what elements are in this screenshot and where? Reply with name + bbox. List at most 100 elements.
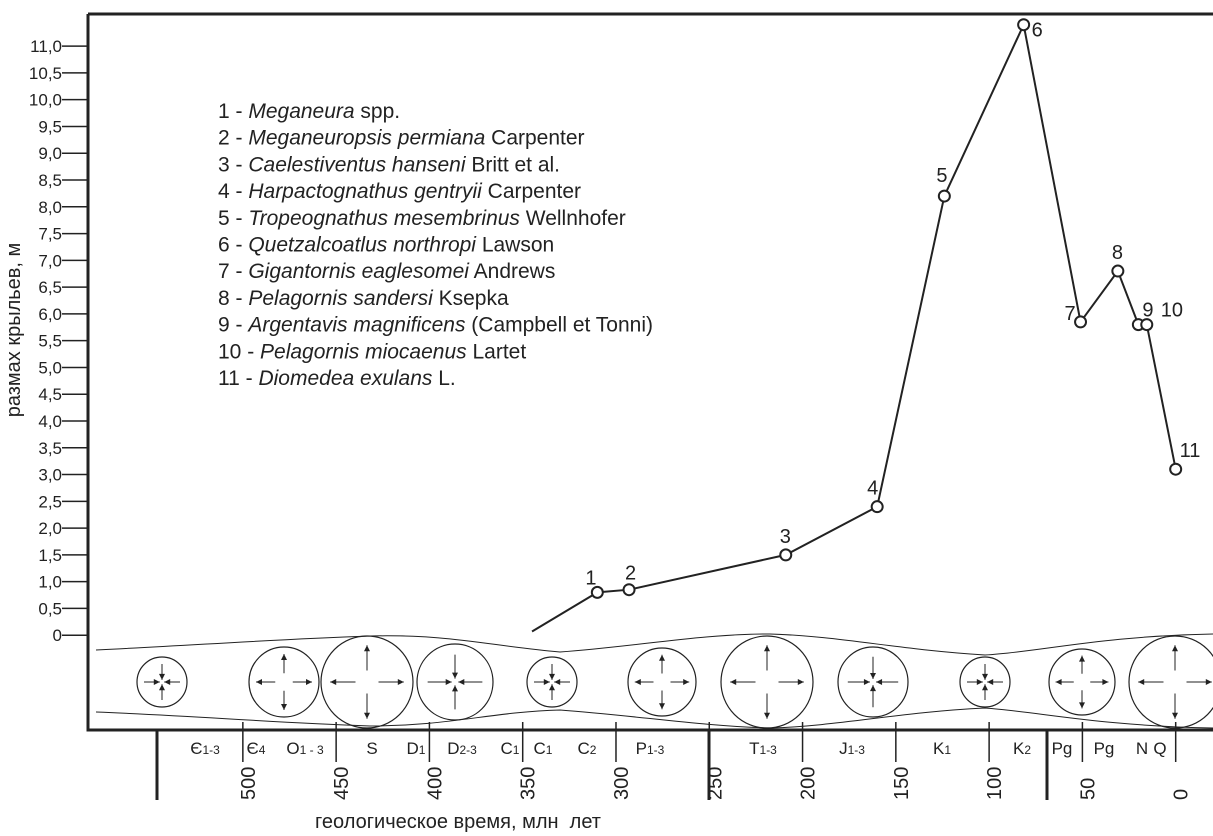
plate-arrowhead [159,674,165,680]
point-label: 8 [1112,242,1123,264]
plate-arrowhead [306,679,312,685]
period-base: C [578,739,590,758]
plate-arrowhead [659,655,665,661]
period-label: K2 [1013,739,1031,758]
point-label: 6 [1032,20,1043,42]
legend-number: 4 - [218,180,248,203]
plate-arrowhead [635,679,641,685]
period-sub: 1 [513,743,520,757]
plate-arrowhead [281,654,287,660]
x-tick-label: 0 [1171,789,1193,800]
plate-arrowhead [364,713,370,719]
period-base: Pg [1052,739,1073,758]
legend-author: Lawson [476,234,554,257]
legend-species: Pelagornis sandersi [248,287,434,310]
period-base: D [407,739,419,758]
period-sub: 2-3 [459,743,477,757]
legend-number: 3 - [218,153,248,176]
data-point [1112,266,1123,277]
y-tick-label: 4,5 [38,385,62,404]
data-point [624,584,635,595]
legend-entry: 1 - Meganeura spp. [218,100,400,123]
period-base: Є [247,739,259,758]
period-label: Q [1153,739,1166,758]
legend-species: Argentavis magnificens [246,314,466,337]
data-point [1018,19,1029,30]
period-base: S [366,739,377,758]
legend-species: Quetzalcoatlus northropi [248,234,477,257]
y-tick-label: 0 [53,626,62,645]
period-label: O1 - 3 [286,739,324,758]
legend-number: 1 - [218,100,248,123]
period-sub: 1 - 3 [300,743,324,757]
period-sub: 4 [259,743,266,757]
legend-author: L. [432,367,455,390]
legend-entry: 6 - Quetzalcoatlus northropi Lawson [218,234,554,257]
legend-author: Carpenter [485,127,584,150]
plate-arrowhead [452,673,458,679]
legend-author: Britt et al. [465,153,560,176]
x-tick-label: 400 [424,767,446,800]
y-tick-label: 5,0 [38,358,62,377]
legend-species: Meganeura [248,100,354,123]
point-label: 1 [585,567,596,589]
period-label: D1 [407,739,426,758]
legend-author: Andrews [469,260,555,283]
y-tick-label: 8,5 [38,171,62,190]
plate-arrowhead [982,674,988,680]
legend-species: Harpactognathus gentryii [248,180,483,203]
legend-species: Diomedea exulans [258,367,432,390]
y-tick-label: 10,5 [29,64,62,83]
period-base: K [933,739,945,758]
period-base: K [1013,739,1025,758]
x-tick-label: 200 [798,767,820,800]
plate-arrowhead [1079,656,1085,662]
x-tick-label: 300 [611,767,633,800]
legend-entry: 3 - Caelestiventus hanseni Britt et al. [218,153,560,176]
plate-arrowhead [159,684,165,690]
plate-arrowhead [683,679,689,685]
data-point [872,501,883,512]
plate-arrowhead [544,679,550,685]
period-label: K1 [933,739,951,758]
period-label: C2 [578,739,597,758]
y-tick-label: 7,5 [38,225,62,244]
period-base: Є [190,739,202,758]
plate-arrowhead [549,674,555,680]
plate-arrowhead [452,685,458,691]
data-point [780,549,791,560]
plate-arrowhead [1172,645,1178,651]
period-base: Pg [1094,739,1115,758]
period-label: P1-3 [636,739,665,758]
data-point [939,191,950,202]
period-base: J [839,739,848,758]
x-tick-label: 100 [984,767,1006,800]
y-tick-label: 2,5 [38,492,62,511]
legend-author: spp. [355,100,401,123]
y-tick-label: 8,0 [38,198,62,217]
point-label: 5 [936,165,947,187]
plate-arrowhead [1056,679,1062,685]
legend-species: Meganeuropsis permiana [248,127,485,150]
legend-species: Gigantornis eaglesomei [248,260,470,283]
period-sub: 1-3 [202,743,220,757]
data-point [1075,316,1086,327]
period-base: P [636,739,647,758]
period-base: O [286,739,299,758]
plate-arrowhead [982,684,988,690]
period-label: T1-3 [749,739,777,758]
legend-number: 9 - [218,314,248,337]
x-tick-label: 500 [238,767,260,800]
legend-number: 5 - [218,207,248,230]
y-tick-label: 9,0 [38,144,62,163]
period-base: N [1136,739,1148,758]
data-point [1141,319,1152,330]
plate-arrowhead [798,679,804,685]
x-tick-label: 250 [704,767,726,800]
period-sub: 1-3 [760,743,778,757]
legend-author: Lartet [467,340,527,363]
plate-arrowhead [1079,702,1085,708]
y-tick-label: 10,0 [29,91,62,110]
plate-arrowhead [1172,713,1178,719]
legend-entry: 2 - Meganeuropsis permiana Carpenter [218,127,585,150]
